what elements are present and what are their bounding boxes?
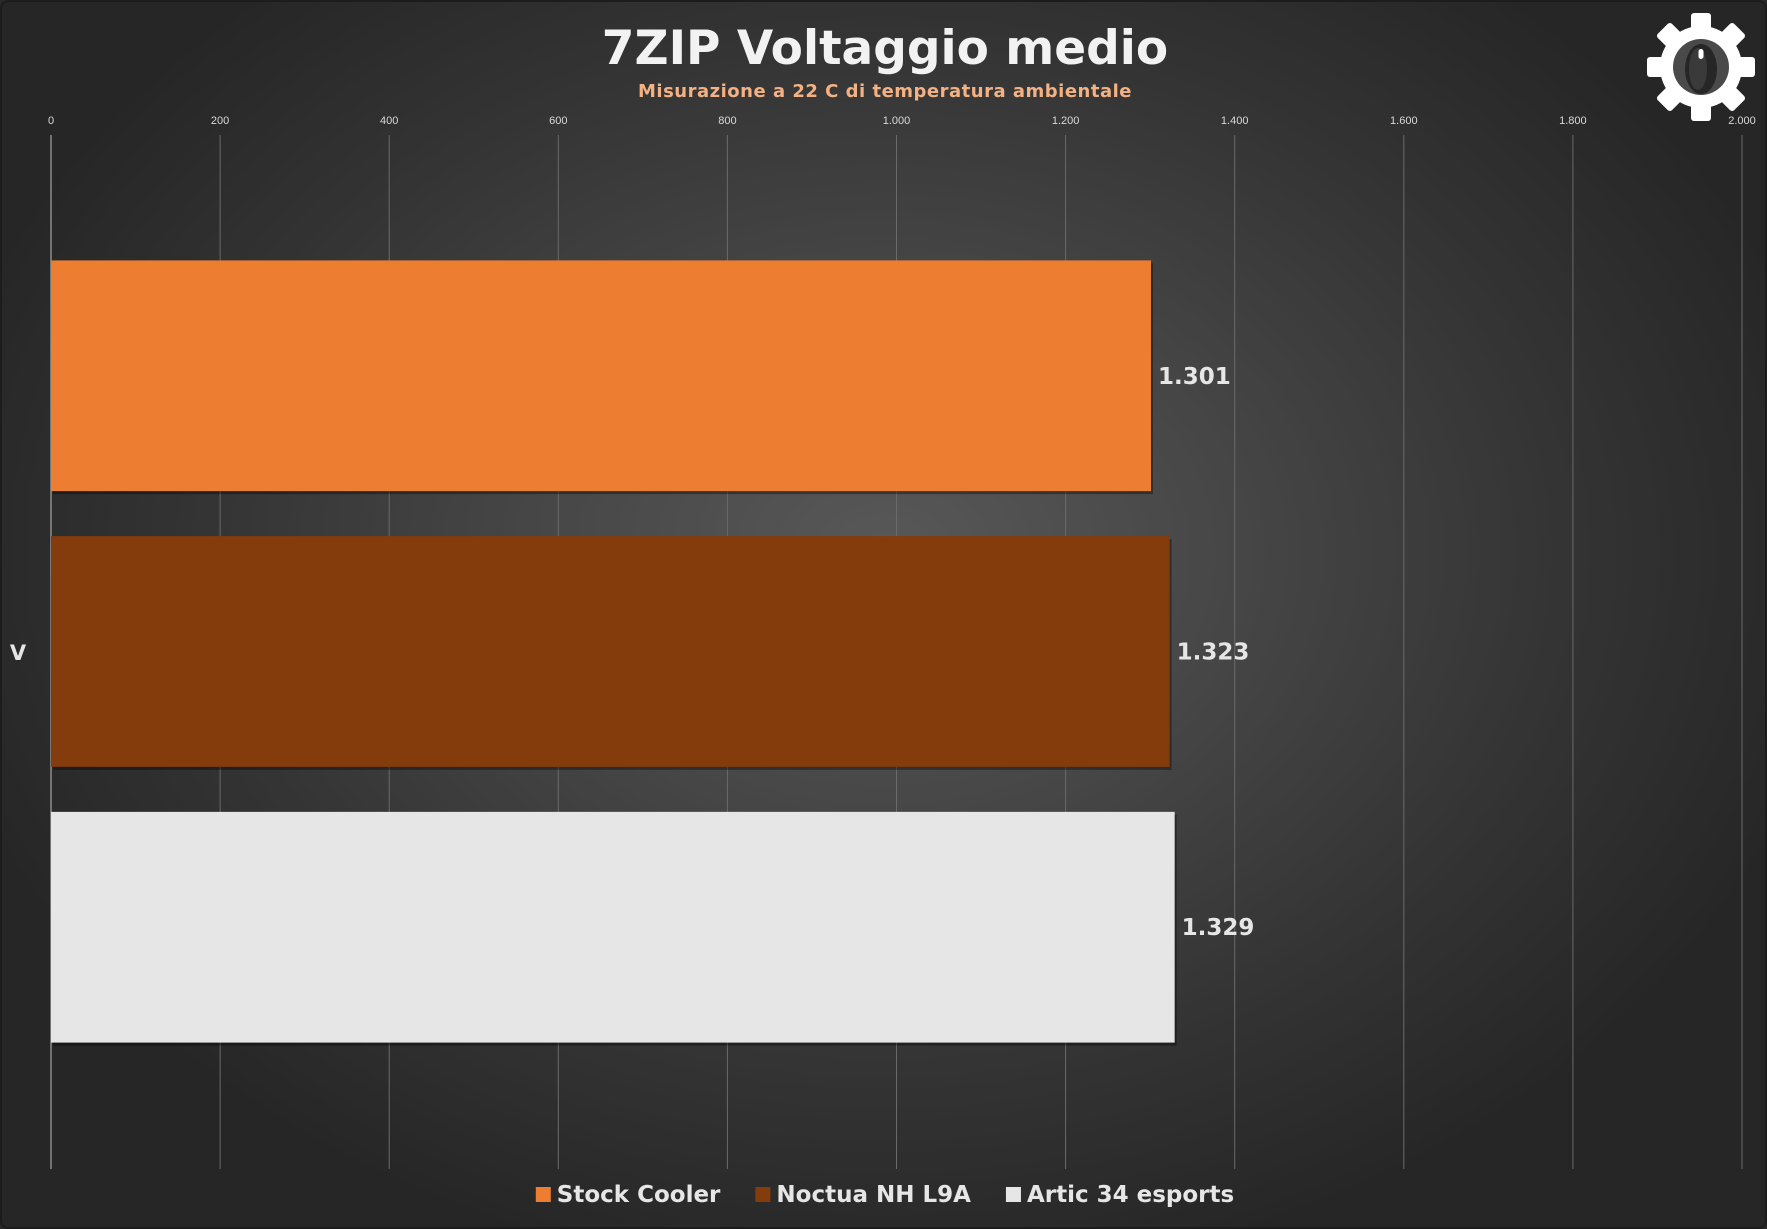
bars (51, 260, 1177, 1046)
legend-label: Stock Cooler (557, 1182, 721, 1208)
y-axis-title: V (10, 641, 27, 665)
legend-item: Artic 34 esports (1005, 1182, 1234, 1208)
x-tick-label: 1.400 (1221, 115, 1249, 127)
bar (51, 260, 1151, 492)
legend-swatch (535, 1187, 551, 1202)
gear-mouse-icon (1647, 13, 1755, 121)
x-tick-label: 200 (211, 115, 229, 127)
data-label: 1.301 (1158, 364, 1231, 390)
legend-item: Noctua NH L9A (755, 1182, 971, 1208)
legend-swatch (755, 1187, 771, 1202)
x-tick-label: 600 (549, 115, 567, 127)
data-label: 1.329 (1182, 915, 1255, 941)
x-tick-label: 400 (380, 115, 398, 127)
x-tick-label: 800 (718, 115, 736, 127)
x-tick-label: 1.200 (1052, 115, 1080, 127)
legend: Stock Cooler Noctua NH L9A Artic 34 esport… (535, 1182, 1234, 1208)
x-tick-label: 1.600 (1390, 115, 1418, 127)
bar (51, 536, 1170, 767)
chart-title: 7ZIP Voltaggio medio (602, 21, 1168, 76)
x-tick-label: 1.800 (1559, 115, 1587, 127)
legend-item: Stock Cooler (535, 1182, 721, 1208)
legend-label: Noctua NH L9A (776, 1182, 971, 1208)
x-tick-label: 1.000 (883, 115, 911, 127)
legend-label: Artic 34 esports (1027, 1182, 1234, 1208)
data-label: 1.323 (1177, 640, 1250, 666)
x-tick-label: 0 (48, 115, 54, 127)
x-axis-ticks: 0 200 400 600 800 1.000 1.200 1.400 1.600 1.800 2.… (48, 115, 1756, 127)
bar (51, 811, 1175, 1043)
data-labels: 1.301 1.323 1.329 (1158, 364, 1254, 941)
chart-subtitle: Misurazione a 22 C di temperatura ambien… (638, 81, 1132, 102)
legend-swatch (1005, 1187, 1021, 1202)
x-tick-label: 2.000 (1728, 115, 1756, 127)
